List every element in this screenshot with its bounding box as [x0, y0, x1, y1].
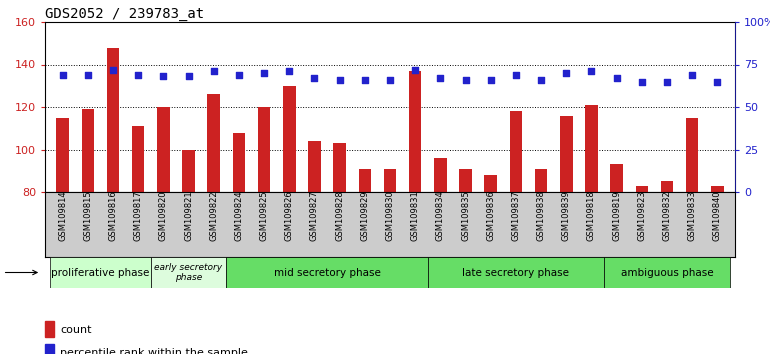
Bar [611, 164, 623, 192]
Point [686, 72, 698, 78]
Text: proliferative phase: proliferative phase [52, 268, 149, 278]
Text: GDS2052 / 239783_at: GDS2052 / 239783_at [45, 7, 204, 21]
Text: mid secretory phase: mid secretory phase [273, 268, 380, 278]
Point [636, 79, 648, 84]
Text: early secretory
phase: early secretory phase [155, 263, 223, 282]
Bar [333, 143, 346, 192]
Point [308, 75, 320, 81]
Point [611, 75, 623, 81]
Point [333, 77, 346, 82]
Text: ambiguous phase: ambiguous phase [621, 268, 713, 278]
Bar [107, 47, 119, 192]
Bar [459, 169, 472, 192]
Bar [157, 107, 169, 192]
Point [107, 67, 119, 73]
Bar [560, 115, 573, 192]
Point [661, 79, 673, 84]
Point [132, 72, 144, 78]
Text: late secretory phase: late secretory phase [463, 268, 569, 278]
Text: percentile rank within the sample: percentile rank within the sample [60, 348, 248, 354]
Bar [258, 107, 270, 192]
Point [535, 77, 547, 82]
Point [711, 79, 724, 84]
Bar [182, 149, 195, 192]
Point [233, 72, 245, 78]
Point [157, 74, 169, 79]
Bar [711, 185, 724, 192]
Bar [434, 158, 447, 192]
Bar [585, 105, 598, 192]
FancyBboxPatch shape [604, 257, 730, 288]
Point [56, 72, 69, 78]
Bar [661, 181, 673, 192]
Point [585, 68, 598, 74]
Point [182, 74, 195, 79]
Bar [535, 169, 547, 192]
Bar [233, 132, 245, 192]
Bar [635, 185, 648, 192]
Point [510, 72, 522, 78]
Point [283, 68, 296, 74]
Point [258, 70, 270, 76]
Bar [132, 126, 145, 192]
Bar [308, 141, 321, 192]
Point [82, 72, 94, 78]
Bar [686, 118, 698, 192]
FancyBboxPatch shape [428, 257, 604, 288]
Bar [383, 169, 397, 192]
Point [359, 77, 371, 82]
FancyBboxPatch shape [50, 257, 151, 288]
Point [484, 77, 497, 82]
Point [383, 77, 396, 82]
Text: count: count [60, 325, 92, 335]
Bar [283, 86, 296, 192]
Bar [82, 109, 94, 192]
Point [460, 77, 472, 82]
Bar [207, 94, 220, 192]
FancyBboxPatch shape [226, 257, 428, 288]
Point [208, 68, 220, 74]
Point [560, 70, 572, 76]
Bar [409, 71, 421, 192]
FancyBboxPatch shape [151, 257, 226, 288]
Point [434, 75, 447, 81]
Bar [510, 111, 522, 192]
Bar [56, 118, 69, 192]
Bar [484, 175, 497, 192]
Bar [359, 169, 371, 192]
Point [409, 67, 421, 73]
